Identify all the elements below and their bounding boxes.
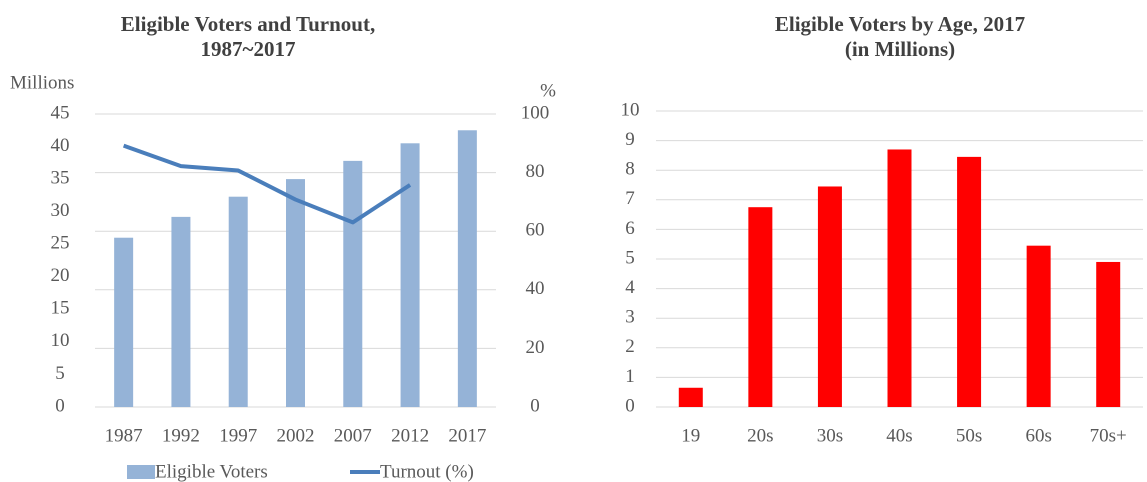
chart-title: Eligible Voters by Age, 2017 [775, 12, 1025, 36]
y-tick-label: 45 [51, 102, 70, 123]
y2-tick-label: 40 [526, 278, 545, 299]
legend-swatch [127, 465, 155, 479]
y2-axis-label: % [540, 80, 556, 101]
bar [957, 156, 982, 407]
y-tick-label: 25 [51, 233, 70, 254]
y2-tick-label: 80 [526, 161, 545, 182]
y-tick-label: 20 [51, 265, 70, 286]
y-tick-label: 6 [625, 218, 635, 239]
y-tick-label: 10 [621, 99, 640, 120]
bar [457, 130, 477, 407]
x-tick-label: 40s [886, 425, 912, 446]
y2-tick-label: 60 [526, 220, 545, 241]
x-tick-label: 1992 [162, 425, 200, 446]
y-tick-label: 40 [51, 135, 70, 156]
y-tick-label: 1 [625, 366, 635, 387]
y-tick-label: 10 [51, 330, 70, 351]
x-tick-label: 2017 [448, 425, 486, 446]
x-tick-label: 50s [956, 425, 982, 446]
y-axis-label: Millions [10, 72, 74, 93]
x-tick-label: 2002 [277, 425, 315, 446]
y2-tick-label: 100 [521, 102, 550, 123]
chart-title: 1987~2017 [201, 37, 296, 61]
x-tick-label: 1987 [105, 425, 143, 446]
line [122, 143, 412, 225]
bar [228, 196, 248, 407]
bar [748, 207, 773, 407]
y-tick-label: 3 [625, 307, 635, 328]
chart-title: (in Millions) [845, 37, 955, 61]
y-tick-label: 2 [625, 336, 635, 357]
y-tick-label: 0 [55, 395, 65, 416]
y-tick-label: 15 [51, 298, 70, 319]
y2-tick-label: 0 [530, 395, 540, 416]
x-tick-label: 2007 [334, 425, 372, 446]
x-tick-label: 19 [681, 425, 700, 446]
y-tick-label: 8 [625, 159, 635, 180]
x-tick-label: 1997 [219, 425, 257, 446]
bar [817, 186, 842, 407]
chart-title: Eligible Voters and Turnout, [121, 12, 375, 36]
y2-tick-label: 20 [526, 337, 545, 358]
legend-label: Eligible Voters [155, 461, 268, 482]
y-tick-label: 30 [51, 200, 70, 221]
x-tick-label: 30s [817, 425, 843, 446]
bar [1026, 245, 1051, 407]
bar [171, 216, 191, 407]
bar [114, 237, 134, 407]
legend-label: Turnout (%) [380, 461, 474, 482]
y-tick-label: 5 [625, 247, 635, 268]
y-tick-label: 35 [51, 167, 70, 188]
x-tick-label: 20s [747, 425, 773, 446]
bar [343, 160, 363, 407]
bar [400, 143, 420, 408]
y-tick-label: 4 [625, 277, 635, 298]
bar [678, 387, 703, 407]
y-tick-label: 9 [625, 129, 635, 150]
y-tick-label: 7 [625, 188, 635, 209]
y-tick-label: 5 [55, 363, 65, 384]
x-tick-label: 60s [1025, 425, 1051, 446]
x-tick-label: 70s+ [1090, 425, 1127, 446]
bar [887, 149, 912, 408]
x-tick-label: 2012 [391, 425, 429, 446]
bar [286, 179, 305, 407]
y-tick-label: 0 [625, 395, 635, 416]
bar [1096, 261, 1121, 407]
